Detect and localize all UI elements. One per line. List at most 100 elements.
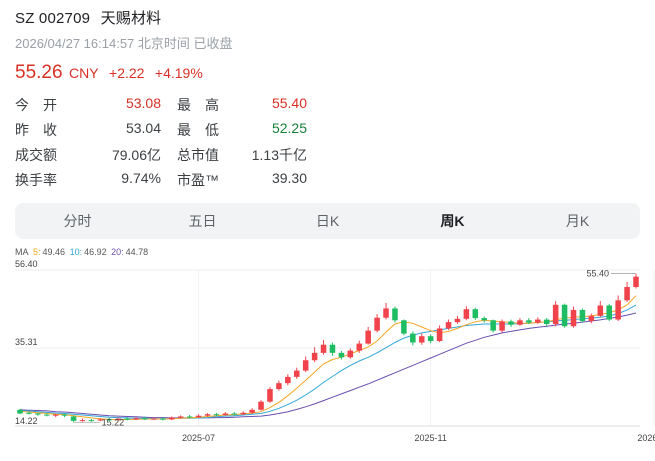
ma10-value: 46.92 (84, 247, 107, 257)
stat-value-turnover-amount: 79.06亿 (111, 147, 161, 163)
stat-label-turnover-amount: 成交额 (15, 147, 57, 163)
candle-body (472, 309, 479, 319)
candle-body (151, 418, 157, 420)
candle-body (356, 343, 363, 351)
candle-body (463, 309, 470, 319)
stats-row: 换手率 9.74% 市盈™ 39.30 (15, 170, 315, 195)
candle-body (213, 414, 220, 416)
candle-body (633, 276, 639, 288)
candle-body (535, 319, 541, 323)
candle-body (588, 315, 595, 322)
candle-body (26, 412, 32, 414)
ma5-value: 49.46 (42, 247, 66, 257)
candle-body (276, 383, 282, 390)
stock-title: SZ 002709 天赐材料 (15, 7, 161, 28)
stat-value-pe-ratio: 39.30 (271, 170, 307, 186)
stat-value-turnover-rate: 9.74% (121, 170, 161, 186)
tab-five-day[interactable]: 五日 (188, 213, 217, 229)
tab-daily-k[interactable]: 日K (315, 213, 340, 229)
stats-table: 今 开 53.08 最 高 55.40 昨 收 53.04 最 低 52.25 … (15, 95, 315, 195)
candle-body (552, 304, 559, 324)
candle-body (499, 321, 505, 331)
price-change-percent: +4.19% (154, 65, 203, 81)
candle-body (606, 305, 612, 320)
candle-body (454, 318, 461, 323)
candle-body (508, 321, 514, 325)
candle-body (204, 414, 211, 416)
candle-body (106, 419, 113, 421)
x-tick-label: 2026-03 (637, 433, 655, 443)
stock-name: 天赐材料 (100, 10, 162, 27)
stats-row: 成交额 79.06亿 总市值 1.13千亿 (15, 145, 315, 170)
candle-body (160, 418, 166, 420)
ma20-line (19, 312, 637, 419)
candle-body (418, 336, 425, 343)
candle-body (70, 416, 77, 421)
candle-body (579, 309, 586, 322)
candle-body (561, 304, 568, 327)
candle-body (347, 350, 354, 358)
candle-body (427, 336, 434, 342)
currency-label: CNY (69, 65, 99, 81)
candle-body (124, 418, 130, 420)
candle-body (436, 328, 443, 342)
y-tick-label: 56.40 (15, 259, 38, 269)
stat-label-open: 今 开 (15, 97, 57, 113)
candle-body (392, 308, 398, 321)
candle-body (44, 414, 50, 416)
candle-body (222, 413, 229, 415)
chart-period-tabs: 分时 五日 日K 周K 月K (15, 203, 640, 239)
stat-label-low: 最 低 (177, 122, 219, 138)
candle-body (624, 287, 630, 301)
ma-label: MA (15, 247, 29, 257)
candle-body (79, 420, 86, 422)
candle-body (374, 317, 380, 331)
candle-body (177, 416, 184, 418)
high-marker-label: 55.40 (586, 269, 609, 279)
tab-intraday[interactable]: 分时 (63, 213, 92, 229)
tab-weekly-k[interactable]: 周K (440, 213, 465, 229)
candle-body (35, 413, 41, 415)
candle-body (258, 401, 264, 410)
y-tick-label: 14.22 (15, 416, 38, 426)
candle-body (249, 409, 255, 413)
candle-body (526, 320, 532, 323)
candle-body (517, 320, 523, 325)
price-change: +2.22 (109, 65, 145, 81)
candle-body (302, 360, 309, 371)
stat-label-pe-ratio: 市盈™ (177, 172, 219, 188)
candle-body (61, 414, 68, 416)
stat-label-high: 最 高 (177, 97, 219, 113)
weekly-k-chart[interactable]: 56.40 35.31 14.22 2025-07 2025-11 2026-03 55.4… (0, 258, 655, 461)
candle-body (445, 322, 452, 329)
stat-value-high: 55.40 (271, 95, 307, 111)
low-marker-label: 15.22 (102, 417, 125, 427)
candle-body (195, 415, 202, 418)
stat-label-turnover-rate: 换手率 (15, 172, 57, 188)
candle-body (383, 308, 389, 318)
candle-body (115, 418, 121, 421)
candle-body (97, 419, 104, 421)
x-tick-label: 2025-07 (182, 433, 215, 443)
candle-body (615, 300, 621, 320)
stat-value-market-cap: 1.13千亿 (251, 147, 307, 163)
ma20-key: 20: (111, 247, 124, 257)
quote-timestamp: 2026/04/27 16:14:57 北京时间 已收盘 (15, 36, 233, 51)
candle-body (311, 352, 318, 361)
candle-body (186, 416, 193, 418)
candle-body (142, 418, 148, 420)
ma5-line (19, 295, 637, 421)
ma5-key: 5: (33, 247, 41, 257)
candle-body (481, 318, 487, 321)
candle-body (401, 320, 407, 334)
candle-body (285, 376, 291, 384)
stat-label-prev-close: 昨 收 (15, 122, 57, 138)
stats-row: 今 开 53.08 最 高 55.40 (15, 95, 315, 120)
candle-body (329, 344, 336, 353)
candle-body (570, 309, 577, 327)
current-price: 55.26 (15, 62, 63, 83)
tab-monthly-k[interactable]: 月K (565, 213, 590, 229)
y-tick-label: 35.31 (15, 337, 38, 347)
candle-body (338, 352, 345, 358)
candle-body (169, 417, 175, 420)
